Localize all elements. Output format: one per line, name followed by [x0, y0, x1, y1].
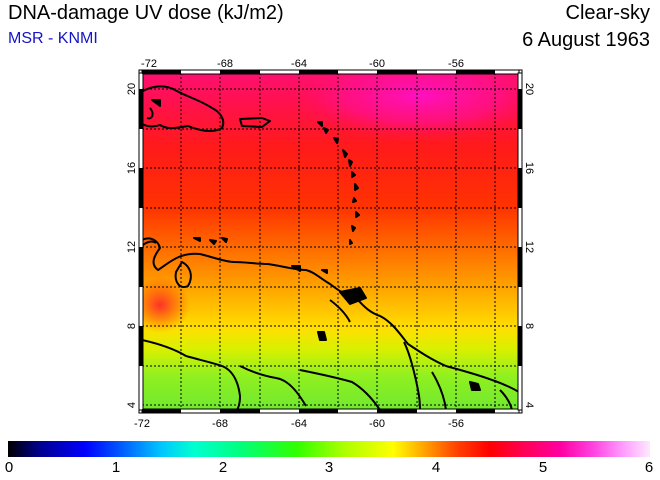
colorbar-tick-label: 6: [644, 459, 654, 476]
map-title: DNA-damage UV dose (kJ/m2): [8, 2, 284, 24]
map-frame: [138, 69, 523, 414]
lat-tick-right: 20: [523, 83, 535, 95]
lon-tick-bottom: -68: [212, 418, 228, 430]
lat-tick-right: 16: [523, 162, 535, 174]
lat-tick-right: 4: [523, 402, 535, 408]
lon-tick-bottom: -72: [134, 418, 150, 430]
lon-tick-bottom: -60: [369, 418, 385, 430]
lat-tick-left: 12: [126, 241, 138, 253]
colorbar: [8, 441, 650, 457]
lon-tick-top: -68: [217, 58, 233, 70]
sky-condition-label: Clear-sky: [565, 2, 650, 24]
coastlines: [142, 85, 519, 410]
lon-tick-bottom: -56: [448, 418, 464, 430]
lon-tick-bottom: -64: [291, 418, 307, 430]
lat-tick-left: 4: [126, 402, 138, 408]
lat-tick-right: 8: [523, 323, 535, 329]
credit-label: MSR - KNMI: [8, 30, 98, 47]
date-label: 6 August 1963: [522, 29, 650, 51]
lon-tick-top: -72: [141, 58, 157, 70]
uv-maximum-region: [290, 73, 519, 140]
lat-tick-right: 12: [523, 241, 535, 253]
lat-tick-left: 20: [126, 83, 138, 95]
lat-tick-left: 8: [126, 323, 138, 329]
colorbar-tick-label: 3: [324, 459, 334, 476]
colorbar-tick-label: 5: [538, 459, 548, 476]
lon-tick-top: -60: [369, 58, 385, 70]
graticule: [142, 73, 519, 410]
lon-tick-top: -64: [291, 58, 307, 70]
colorbar-tick-label: 1: [111, 459, 121, 476]
colorbar-tick-label: 4: [431, 459, 441, 476]
lat-tick-left: 16: [126, 162, 138, 174]
lon-tick-top: -56: [448, 58, 464, 70]
colorbar-tick-label: 0: [4, 459, 14, 476]
colorbar-tick-label: 2: [218, 459, 228, 476]
